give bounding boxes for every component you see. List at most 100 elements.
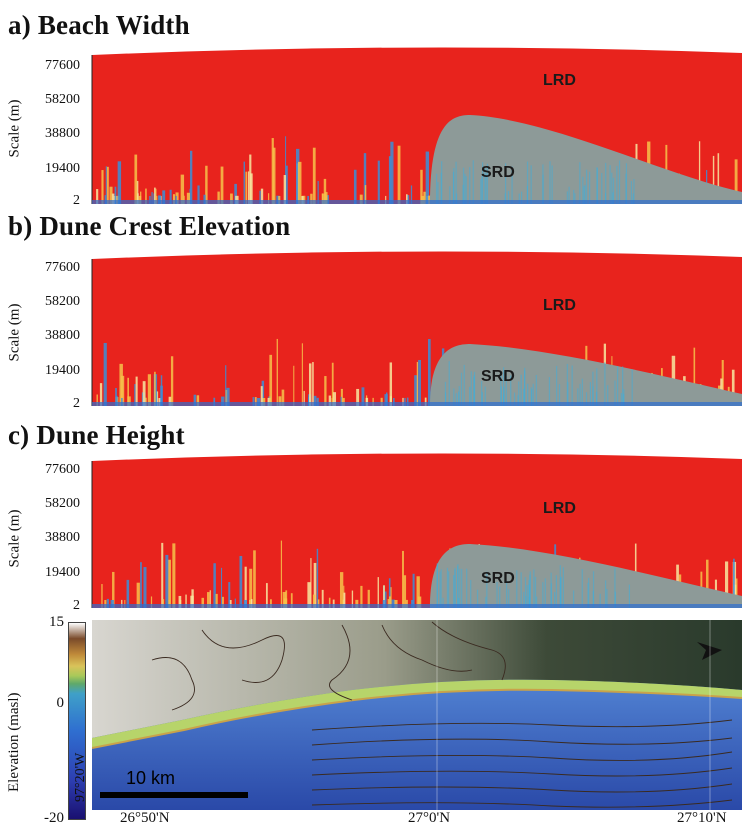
panel-c-lrd-label: LRD: [543, 500, 576, 517]
power-spike: [156, 195, 158, 204]
power-spike: [99, 383, 103, 406]
power-spike: [428, 195, 431, 204]
srd-streak: [530, 165, 532, 204]
srd-streak: [496, 581, 498, 608]
power-spike: [169, 189, 172, 204]
power-spike: [262, 397, 266, 406]
power-spike: [276, 195, 280, 204]
power-spike: [196, 395, 200, 406]
power-spike: [220, 567, 223, 608]
power-spike: [112, 571, 115, 608]
srd-streak: [572, 590, 575, 608]
baseline-band: [92, 402, 742, 406]
srd-streak: [524, 367, 526, 406]
power-spike: [724, 561, 729, 608]
power-spike: [256, 397, 261, 406]
power-spike: [402, 397, 404, 406]
power-spike: [712, 155, 715, 204]
tick-c-4: 2: [73, 598, 80, 613]
srd-streak: [566, 191, 568, 204]
power-spike: [215, 593, 218, 608]
power-spike: [213, 397, 216, 406]
power-spike: [250, 599, 253, 608]
power-spike: [249, 568, 253, 608]
power-spike: [397, 145, 401, 204]
power-spike: [328, 597, 331, 608]
power-spike: [332, 599, 335, 608]
power-spike: [385, 195, 387, 204]
power-spike: [209, 590, 211, 608]
srd-streak: [454, 567, 456, 608]
srd-streak: [505, 163, 507, 204]
power-spike: [388, 578, 391, 608]
srd-streak: [455, 161, 457, 204]
tick-b-2: 38800: [45, 328, 80, 343]
power-spike: [342, 397, 345, 406]
power-spike: [717, 153, 720, 204]
power-spike: [229, 599, 232, 608]
srd-streak: [503, 386, 505, 406]
power-spike: [356, 388, 360, 406]
power-spike: [234, 598, 236, 608]
power-spike: [324, 192, 328, 204]
power-spike: [271, 138, 274, 204]
power-spike: [405, 599, 408, 608]
srd-streak: [559, 565, 561, 608]
power-spike: [109, 186, 113, 204]
longitude-label: 97°20'W: [73, 752, 88, 802]
power-spike: [228, 582, 231, 608]
srd-streak: [442, 597, 444, 608]
power-spike: [142, 381, 146, 406]
power-spike: [377, 577, 379, 608]
srd-streak: [484, 386, 486, 406]
power-spike: [416, 576, 420, 608]
panel-b-scalogram: [91, 251, 742, 406]
srd-streak: [614, 380, 616, 406]
power-spike: [150, 596, 153, 608]
srd-streak: [481, 176, 483, 204]
power-spike: [245, 171, 248, 204]
power-spike: [265, 583, 268, 608]
srd-streak: [553, 592, 556, 608]
power-spike: [301, 343, 303, 406]
srd-streak: [599, 593, 601, 608]
srd-streak: [612, 192, 614, 204]
power-spike: [302, 195, 306, 204]
srd-streak: [453, 575, 455, 608]
power-spike: [162, 599, 165, 608]
srd-streak: [601, 172, 603, 204]
power-spike: [303, 390, 305, 406]
power-spike: [260, 386, 263, 406]
power-spike: [189, 150, 193, 204]
power-spike: [340, 396, 342, 406]
srd-streak: [505, 375, 507, 406]
power-spike: [234, 183, 237, 204]
power-spike: [226, 387, 230, 406]
srd-streak: [453, 168, 455, 204]
srd-streak: [517, 395, 519, 406]
panel-c-srd-label: SRD: [481, 570, 515, 587]
power-spike: [417, 596, 422, 608]
power-spike: [186, 192, 191, 204]
power-spike: [693, 347, 696, 406]
colorbar-tick-bottom: -20: [44, 810, 64, 826]
power-spike: [269, 599, 272, 608]
srd-streak: [466, 568, 468, 608]
srd-streak: [592, 386, 594, 406]
power-spike: [385, 392, 388, 406]
srd-streak: [584, 184, 586, 204]
panel-c-title: c) Dune Height: [8, 420, 185, 450]
power-spike: [117, 161, 122, 204]
elevation-map: [92, 620, 742, 810]
power-spike: [175, 192, 179, 204]
power-spike: [307, 195, 310, 204]
srd-streak: [548, 377, 551, 406]
power-spike: [191, 589, 194, 608]
power-spike: [310, 558, 312, 608]
power-spike: [221, 396, 225, 406]
power-spike: [359, 194, 363, 204]
tick-c-3: 19400: [45, 565, 80, 580]
srd-streak: [589, 382, 592, 406]
srd-streak: [581, 378, 583, 406]
power-spike: [735, 578, 738, 608]
